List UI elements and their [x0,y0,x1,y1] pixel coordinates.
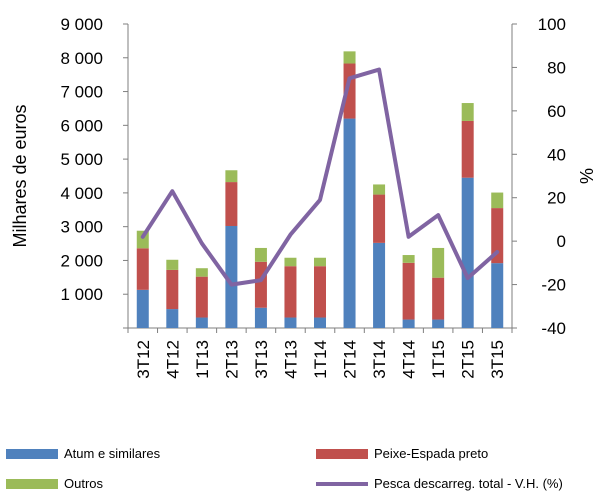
bar-atum [314,317,326,328]
y-right-axis-title: % [577,168,597,184]
y-left-tick-label: 3 000 [60,218,103,237]
bar-atum [284,317,297,328]
bar-outros [225,170,238,183]
bar-peixe [491,208,504,264]
y-right-tick-label: 20 [547,189,566,208]
bar-peixe [136,248,149,290]
bar-outros [432,247,445,278]
x-category-label: 1T13 [193,340,212,379]
bar-atum [343,118,356,328]
y-right-tick-label: 0 [557,232,566,251]
bar-peixe [314,266,326,318]
x-category-label: 4T12 [163,340,182,379]
x-category-label: 1T14 [311,340,330,379]
bar-peixe [402,262,415,320]
bar-atum [166,309,179,328]
x-category-label: 3T12 [134,340,153,379]
bar-atum [402,319,415,328]
line-pesca-descarreg [140,67,500,287]
y-right-tick-label: 40 [547,145,566,164]
bar-outros [491,192,504,209]
y-right-tick-label: 100 [538,15,566,34]
bar-outros [284,257,297,267]
y-left-tick-label: 6 000 [60,116,103,135]
bar-outros [166,259,179,270]
bar-atum [136,289,149,328]
bar-atum [461,177,474,328]
x-category-label: 1T15 [429,340,448,379]
bar-peixe [225,182,238,226]
x-category-label: 2T14 [341,340,360,379]
x-category-label: 3T13 [252,340,271,379]
bar-peixe [166,269,179,310]
y-left-tick-label: 9 000 [60,15,103,34]
y-left-tick-label: 4 000 [60,184,103,203]
bar-outros [343,51,356,64]
x-category-label: 2T15 [459,340,478,379]
y-left-tick-label: 2 000 [60,251,103,270]
bar-outros [314,257,326,267]
bar-peixe [461,120,474,178]
bar-atum [373,242,386,328]
bar-outros [373,184,386,195]
bar-atum [195,317,208,328]
bar-atum [491,263,504,328]
bar-peixe [373,194,386,243]
x-category-label: 3T14 [370,340,389,379]
y-right-tick-label: 60 [547,102,566,121]
bar-peixe [432,277,445,320]
x-category-label: 3T15 [488,340,507,379]
y-right-tick-label: -40 [541,319,566,338]
y-left-axis-title: Milhares de euros [10,104,30,247]
bar-outros [195,268,208,277]
y-right-tick-label: 80 [547,58,566,77]
x-category-label: 4T13 [281,340,300,379]
y-right-tick-label: -20 [541,276,566,295]
y-left-tick-label: 8 000 [60,49,103,68]
bar-peixe [254,261,267,308]
bar-atum [225,225,238,328]
bar-atum [254,307,267,328]
bar-peixe [195,276,208,318]
bar-outros [402,255,415,263]
bar-outros [254,247,267,262]
bar-peixe [284,266,297,318]
x-category-label: 4T14 [400,340,419,379]
bar-outros [461,103,474,121]
bar-atum [432,319,445,328]
x-category-label: 2T13 [222,340,241,379]
y-left-tick-label: 7 000 [60,83,103,102]
y-left-tick-label: 5 000 [60,150,103,169]
y-left-tick-label: 1 000 [60,285,103,304]
